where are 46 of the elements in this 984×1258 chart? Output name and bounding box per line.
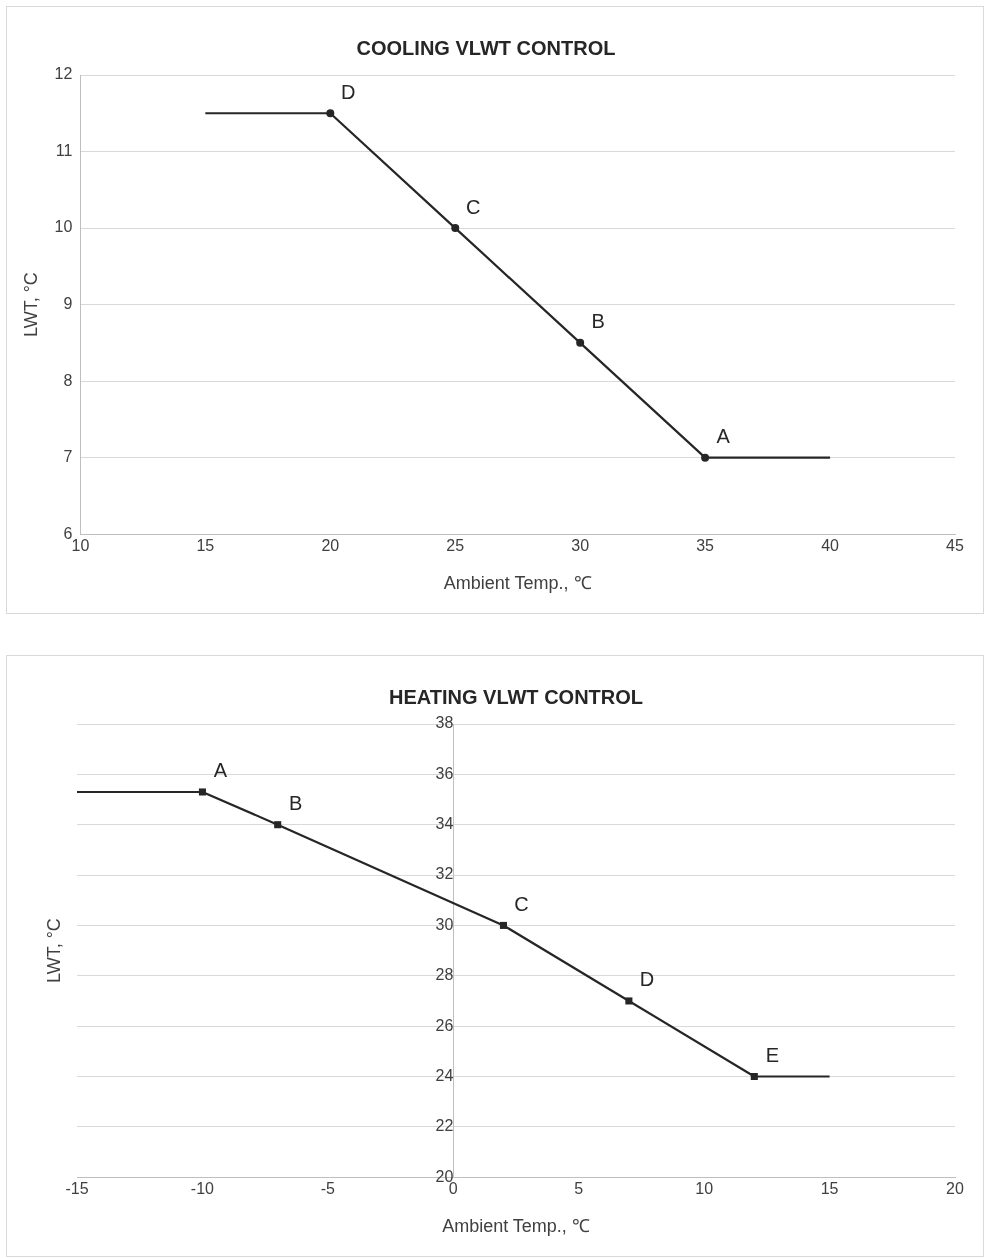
x-tick-label: 20 <box>946 1180 964 1198</box>
y-axis-title: LWT, °C <box>20 272 41 338</box>
x-tick-label: 40 <box>821 537 840 555</box>
x-axis-title: Ambient Temp., ℃ <box>442 1216 590 1237</box>
y-tick-label: 38 <box>435 714 454 732</box>
annotation: C <box>466 195 481 218</box>
annotation: B <box>591 310 605 333</box>
annotation: E <box>765 1044 779 1066</box>
y-tick-label: 22 <box>435 1117 454 1135</box>
y-tick-label: 12 <box>54 65 73 83</box>
annotation: D <box>341 80 356 103</box>
y-tick-label: 24 <box>435 1066 454 1084</box>
y-tick-label: 7 <box>63 448 73 466</box>
chart-title: HEATING VLWT CONTROL <box>388 685 644 708</box>
x-tick-label: -10 <box>190 1180 215 1198</box>
y-axis-title: LWT, °C <box>43 918 64 984</box>
y-tick-label: 10 <box>54 218 73 236</box>
x-tick-label: 45 <box>946 537 964 555</box>
y-tick-label: 26 <box>435 1016 454 1034</box>
x-tick-label: 25 <box>446 537 465 555</box>
annotation: B <box>289 792 303 815</box>
y-tick-label: 6 <box>63 524 73 542</box>
y-tick-label: 34 <box>435 815 454 833</box>
x-tick-label: 15 <box>820 1180 839 1198</box>
x-axis-title: Ambient Temp., ℃ <box>443 573 592 594</box>
x-tick-label: 5 <box>574 1180 584 1198</box>
x-tick-label: -5 <box>320 1180 336 1198</box>
y-tick-label: 36 <box>435 764 454 782</box>
y-tick-label: 30 <box>435 915 454 933</box>
y-tick-label: 32 <box>435 865 454 883</box>
annotation: D <box>639 968 655 991</box>
y-tick-label: 11 <box>55 141 73 159</box>
x-tick-label: 0 <box>448 1180 458 1198</box>
annotation: C <box>514 892 529 915</box>
x-tick-label: 35 <box>696 537 715 555</box>
x-tick-label: 10 <box>695 1180 714 1198</box>
x-tick-label: 15 <box>196 537 215 555</box>
y-tick-label: 9 <box>63 295 73 313</box>
annotation: A <box>716 425 731 448</box>
annotation: A <box>213 759 228 782</box>
x-tick-label: 30 <box>571 537 590 555</box>
y-tick-label: 28 <box>435 966 454 984</box>
chart-title: COOLING VLWT CONTROL <box>356 36 616 59</box>
y-tick-label: 8 <box>63 371 73 389</box>
x-tick-label: 20 <box>321 537 340 555</box>
x-tick-label: -15 <box>65 1180 89 1198</box>
